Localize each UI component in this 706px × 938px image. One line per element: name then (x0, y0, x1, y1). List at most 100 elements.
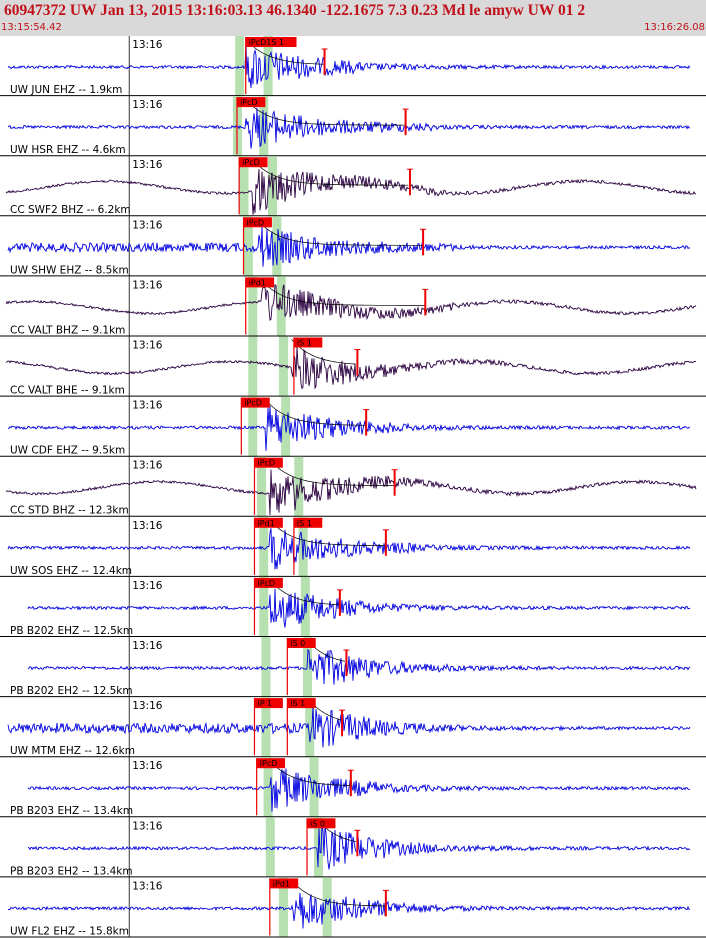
waveform (7, 706, 691, 748)
phase-pick-label[interactable]: iS 1 (297, 519, 312, 528)
station-label: CC STD BHZ -- 12.3km (10, 505, 129, 517)
station-label: CC VALT BHZ -- 9.1km (10, 324, 125, 336)
arrival-window (265, 817, 275, 878)
waveform (5, 169, 697, 215)
waveform (27, 824, 691, 870)
waveform (5, 283, 697, 322)
waveform (7, 43, 691, 88)
coda-curve (291, 880, 386, 907)
station-label: CC VALT BHE -- 9.1km (10, 385, 125, 397)
phase-pick-label[interactable]: iPcD (242, 158, 260, 167)
trace-row[interactable]: 13:16 iPd1 UW FL2 EHZ -- 15.8km (0, 877, 706, 938)
arrival-window (278, 877, 288, 938)
phase-pick-flag[interactable] (254, 517, 283, 528)
trace-row[interactable]: 13:16 iPcD UW HSR EHZ -- 4.6km (0, 96, 706, 157)
trace-row[interactable]: 13:16 iS 0 PB B202 EH2 -- 12.5km (0, 637, 706, 698)
trace-row[interactable]: 13:16 iP 1 iS 1 UW MTM EHZ -- 12.6km (0, 697, 706, 758)
minute-tick-label: 13:16 (132, 99, 163, 111)
phase-pick-flag[interactable] (256, 758, 286, 769)
phase-pick-label[interactable]: iPcD (257, 579, 275, 588)
station-label: UW MTM EHZ -- 12.6km (10, 745, 135, 757)
phase-pick-label[interactable]: iPcD (247, 218, 265, 227)
phase-pick-label[interactable]: iPcD (260, 759, 278, 768)
station-label: PB B202 EH2 -- 12.5km (10, 685, 133, 697)
phase-pick-label[interactable]: iPcD1S 1 (249, 38, 284, 47)
waveform (27, 588, 691, 628)
phase-pick-flag[interactable] (245, 37, 297, 47)
station-label: UW JUN EHZ -- 1.9km (10, 84, 122, 96)
waveform (7, 226, 691, 267)
minute-tick-label: 13:16 (132, 640, 163, 652)
arrival-window (243, 216, 253, 277)
trace-row[interactable]: 13:16 iPd1 CC VALT BHZ -- 9.1km (0, 276, 706, 337)
arrival-window (309, 757, 319, 818)
minute-tick-label: 13:16 (132, 340, 163, 352)
arrival-window (272, 216, 282, 277)
phase-pick-label[interactable]: iPd1 (249, 278, 266, 287)
arrival-window (322, 877, 332, 938)
station-label: UW FL2 EHZ -- 15.8km (10, 925, 129, 937)
waveform (27, 768, 691, 812)
phase-pick-flag[interactable] (307, 818, 336, 829)
coda-curve (269, 459, 394, 486)
station-label: UW SHW EHZ -- 8.5km (10, 264, 129, 276)
phase-pick-label[interactable]: iPcD (244, 399, 262, 408)
phase-pick-flag[interactable] (287, 698, 316, 709)
phase-pick-label[interactable]: iS 1 (290, 699, 305, 708)
station-label: PB B203 EHZ -- 13.4km (10, 805, 133, 817)
phase-pick-flag[interactable] (254, 577, 283, 588)
phase-pick-flag[interactable] (243, 217, 272, 228)
phase-pick-flag[interactable] (269, 878, 299, 889)
arrival-window (294, 456, 304, 517)
trace-row[interactable]: 13:16 iPcD PB B203 EHZ -- 13.4km (0, 757, 706, 818)
waveform (7, 107, 691, 149)
coda-curve (260, 279, 425, 306)
phase-pick-flag[interactable] (239, 157, 268, 168)
phase-pick-flag[interactable] (293, 517, 323, 528)
window-start-time: 13:15:54.42 (1, 22, 62, 33)
trace-row[interactable]: 13:16 iPcD1S 1 UW JUN EHZ -- 1.9km (0, 36, 706, 97)
phase-pick-flag[interactable] (236, 97, 266, 108)
coda-curve (245, 38, 324, 65)
phase-pick-label[interactable]: iP 1 (257, 699, 272, 708)
trace-row[interactable]: 13:16 iPcD UW CDF EHZ -- 9.5km (0, 396, 706, 457)
phase-pick-flag[interactable] (254, 698, 283, 709)
coda-curve (252, 158, 409, 186)
minute-tick-label: 13:16 (132, 39, 163, 51)
arrival-window (303, 637, 313, 698)
phase-pick-flag[interactable] (245, 277, 275, 288)
trace-row[interactable]: 13:16 iPcD CC STD BHZ -- 12.3km (0, 456, 706, 517)
seismogram-traces[interactable]: 13:16 iPcD1S 1 UW JUN EHZ -- 1.9km 13:16 iPc… (0, 36, 706, 938)
seismogram-panel[interactable]: 13:16 iPcD1S 1 UW JUN EHZ -- 1.9km 13:16 iPc… (0, 36, 706, 938)
minute-tick-label: 13:16 (132, 700, 163, 712)
phase-pick-label[interactable]: iPd1 (257, 519, 274, 528)
trace-row[interactable]: 13:16 iPcD CC SWF2 BHZ -- 6.2km (0, 156, 706, 217)
trace-row[interactable]: 13:16 iS 0 PB B203 EH2 -- 13.4km (0, 817, 706, 878)
trace-row[interactable]: 13:16 iS 1 CC VALT BHE -- 9.1km (0, 336, 706, 397)
arrival-window (257, 456, 267, 517)
arrival-window (278, 336, 288, 397)
phase-pick-label[interactable]: iPd1 (273, 879, 290, 888)
phase-pick-label[interactable]: iS 1 (297, 339, 312, 348)
phase-pick-label[interactable]: iPcD (240, 98, 258, 107)
minute-tick-label: 13:16 (132, 159, 163, 171)
station-label: UW HSR EHZ -- 4.6km (10, 144, 126, 156)
phase-pick-label[interactable]: iPcD (257, 459, 275, 468)
arrival-window (239, 156, 249, 217)
arrival-window (248, 336, 258, 397)
coda-curve (291, 339, 356, 365)
trace-row[interactable]: 13:16 iPd1 iS 1 UW SOS EHZ -- 12.4km (0, 516, 706, 577)
phase-pick-label[interactable]: iS 0 (310, 819, 325, 828)
arrival-window (248, 396, 258, 457)
trace-row[interactable]: 13:16 iPcD PB B202 EHZ -- 12.5km (0, 576, 706, 637)
waveform (5, 346, 697, 390)
minute-tick-label: 13:16 (132, 279, 163, 291)
waveform (7, 528, 691, 570)
phase-pick-flag[interactable] (293, 337, 323, 348)
minute-tick-label: 13:16 (132, 219, 163, 231)
phase-pick-flag[interactable] (287, 638, 316, 648)
phase-pick-label[interactable]: iS 0 (290, 639, 305, 648)
phase-pick-flag[interactable] (254, 457, 283, 468)
phase-pick-flag[interactable] (241, 397, 270, 408)
trace-row[interactable]: 13:16 iPcD UW SHW EHZ -- 8.5km (0, 216, 706, 277)
